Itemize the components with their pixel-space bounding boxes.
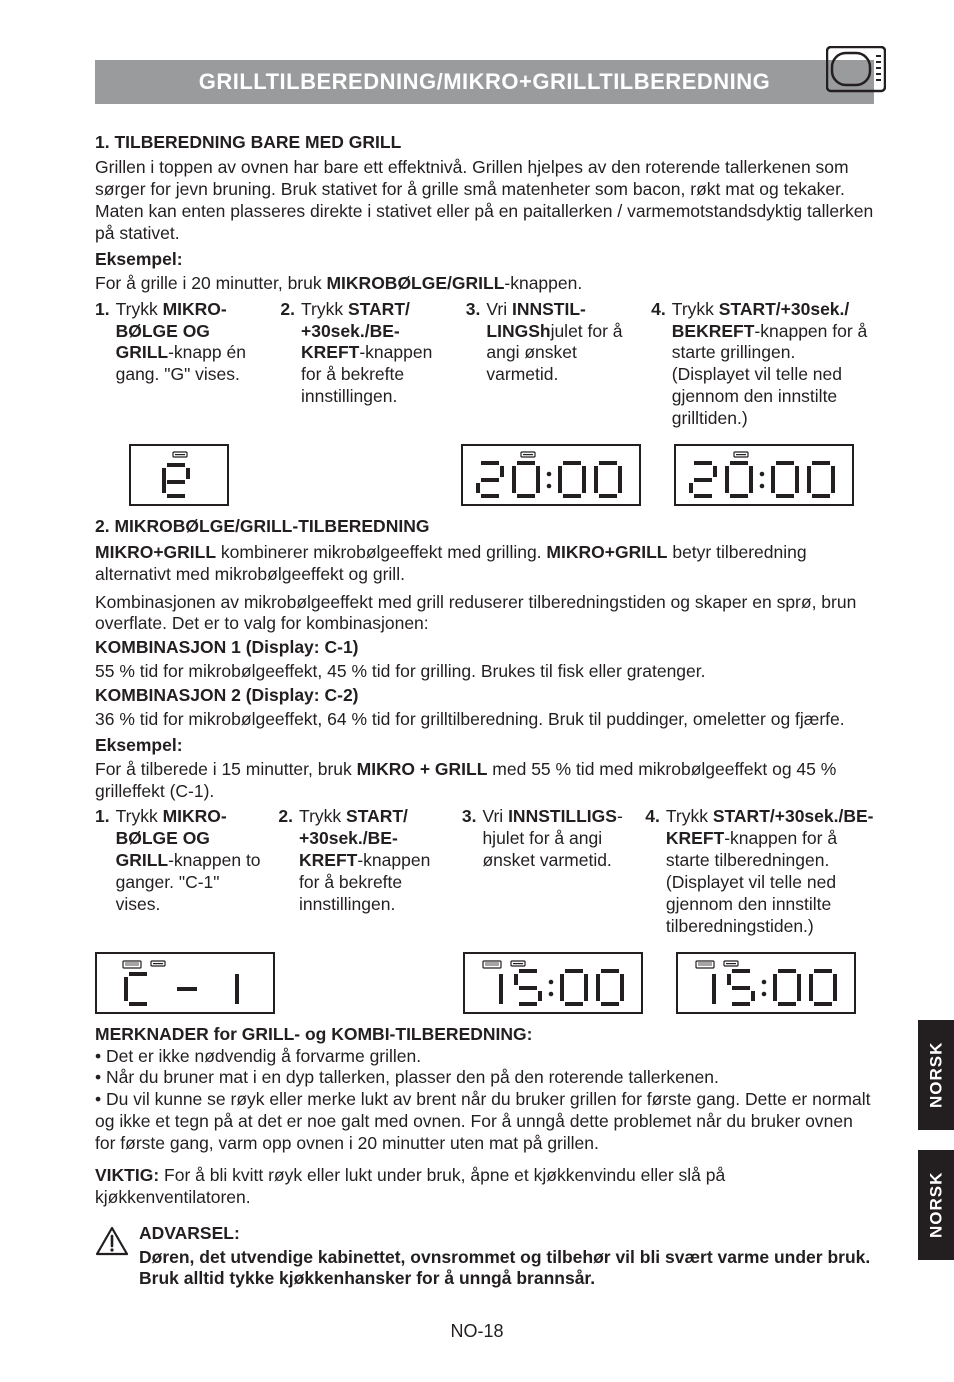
step: 4. Trykk START/+30sek./BE-KREFT-knappen … [645,806,874,937]
warn-head: ADVARSEL: [139,1223,874,1245]
sec1-title: 1. TILBEREDNING BARE MED GRILL [95,132,874,154]
step: 2. Trykk START/ +30sek./BE-KREFT-knappen… [278,806,447,937]
note-item: • Du vil kunne se røyk eller merke lukt … [95,1089,874,1155]
combo2-head: KOMBINASJON 2 (Display: C-2) [95,685,874,707]
step: 3. Vri INNSTIL-LINGShjulet for å angi øn… [466,299,637,430]
combo1-body: 55 % tid for mikrobølgeeffekt, 45 % tid … [95,661,874,683]
display-box [129,444,229,506]
sec1-body: Grillen i toppen av ovnen har bare ett e… [95,157,874,245]
display-box [461,444,641,506]
example-label-1: Eksempel: [95,249,874,271]
display-box [95,952,275,1014]
page-banner: GRILLTILBEREDNING/MIKRO+GRILLTILBEREDNIN… [95,60,874,104]
seven-seg-icon [684,449,844,501]
seven-seg-icon [686,957,846,1009]
display-box [674,444,854,506]
step: 4. Trykk START/+30sek./ BEKREFT-knappen … [651,299,874,430]
sec2-example: For å tilberede i 15 minutter, bruk MIKR… [95,759,874,803]
note-item: • Det er ikke nødvendig å forvarme grill… [95,1046,874,1068]
microwave-icon [826,46,886,94]
step: 3. Vri INNSTILLIGS-hjulet for å angi øns… [462,806,631,937]
sec1-displays [95,444,874,506]
seven-seg-icon [473,957,633,1009]
example-label-2: Eksempel: [95,735,874,757]
sec1-example: For å grille i 20 minutter, bruk MIKROBØ… [95,273,874,295]
page-number: NO-18 [0,1320,954,1343]
warning-icon [95,1226,129,1256]
sec2-title: 2. MIKROBØLGE/GRILL-TILBEREDNING [95,516,874,538]
sec1-steps: 1. Trykk MIKRO-BØLGE OG GRILL-knapp én g… [95,299,874,430]
display-box [463,952,643,1014]
step: 2. Trykk START/ +30sek./BE-KREFT-knappen… [280,299,451,430]
combo2-body: 36 % tid for mikrobølgeeffekt, 64 % tid … [95,709,874,731]
seven-seg-icon [105,957,265,1009]
viktig: VIKTIG: For å bli kvitt røyk eller lukt … [95,1165,874,1209]
combo1-head: KOMBINASJON 1 (Display: C-1) [95,637,874,659]
sec2-p2: Kombinasjonen av mikrobølgeeffekt med gr… [95,592,874,636]
display-box [676,952,856,1014]
warn-body: Døren, det utvendige kabinettet, ovnsrom… [139,1247,874,1291]
warning-block: ADVARSEL: Døren, det utvendige kabinette… [95,1223,874,1293]
seven-seg-icon [471,449,631,501]
sec2-p1: MIKRO+GRILL kombinerer mikrobølgeeffekt … [95,542,874,586]
side-tab: NORSK [918,1150,954,1260]
side-tab: NORSK [918,1020,954,1130]
notes-block: MERKNADER for GRILL- og KOMBI-TILBEREDNI… [95,1024,874,1155]
sec2-displays [95,952,874,1014]
note-item: • Når du bruner mat i en dyp tallerken, … [95,1067,874,1089]
step: 1. Trykk MIKRO-BØLGE OG GRILL-knappen to… [95,806,264,937]
notes-head: MERKNADER for GRILL- og KOMBI-TILBEREDNI… [95,1024,874,1046]
sec2-steps: 1. Trykk MIKRO-BØLGE OG GRILL-knappen to… [95,806,874,937]
step: 1. Trykk MIKRO-BØLGE OG GRILL-knapp én g… [95,299,266,430]
seven-seg-icon [139,449,219,501]
